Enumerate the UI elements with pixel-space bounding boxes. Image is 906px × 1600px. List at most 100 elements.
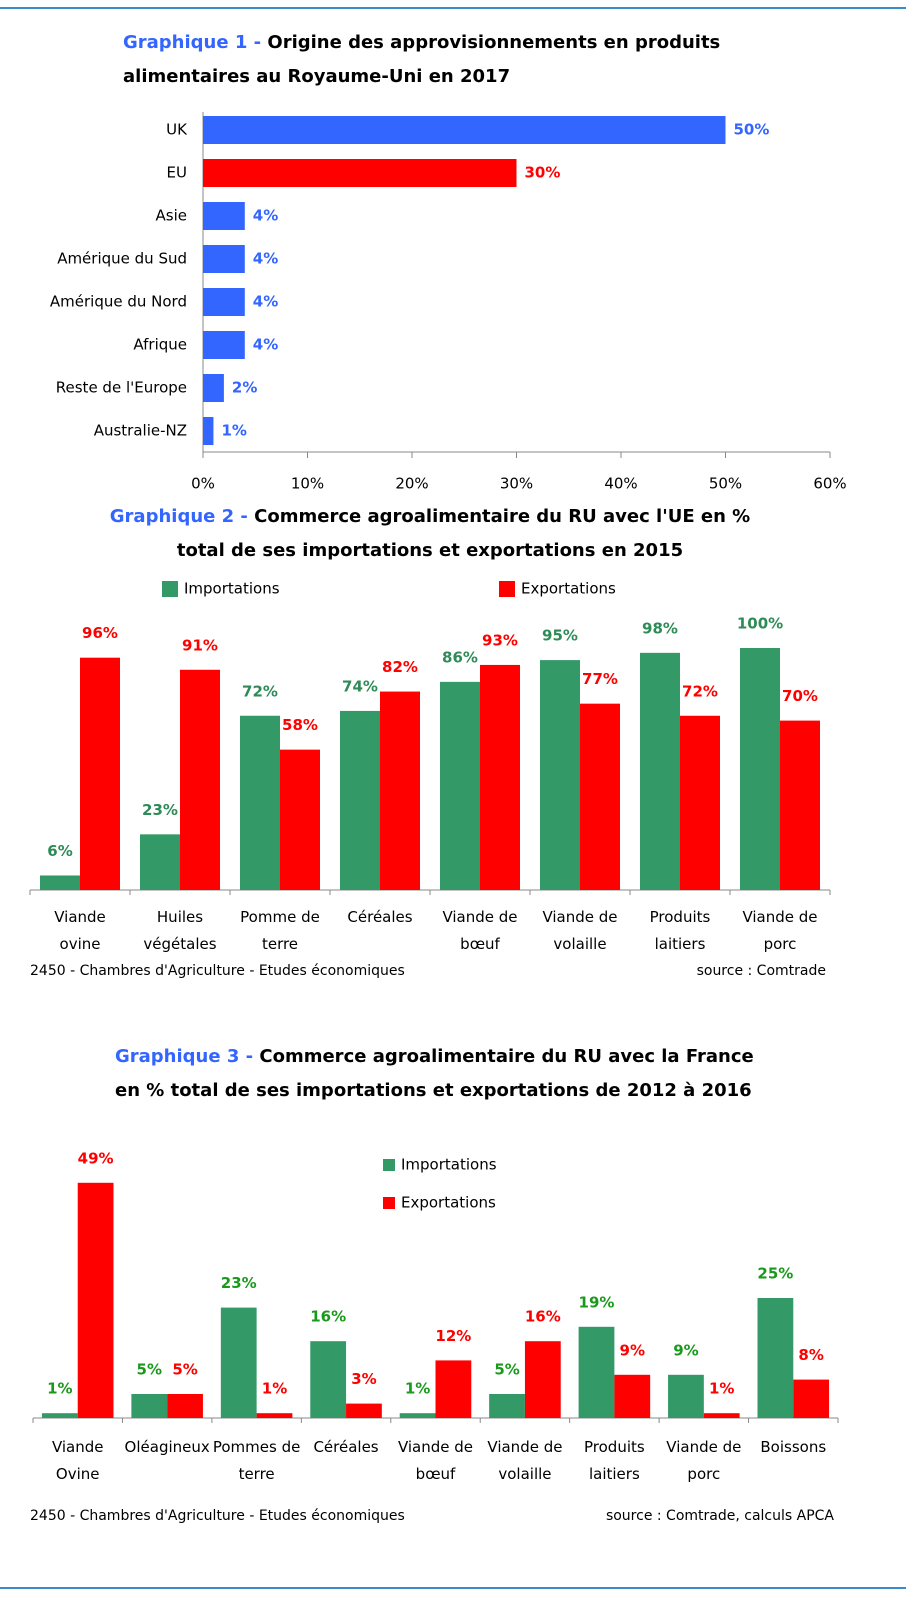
chart-label: Graphique 2 - — [109, 506, 248, 527]
value-label: 1% — [405, 1380, 430, 1398]
y-tick-label: Amérique du Nord — [50, 293, 187, 311]
value-label: 1% — [709, 1380, 734, 1398]
value-label: 91% — [182, 636, 218, 654]
bar — [703, 1413, 740, 1418]
y-tick-label: Reste de l'Europe — [56, 379, 187, 397]
bar — [77, 1182, 114, 1418]
x-tick-label: Produits laitiers — [584, 1438, 645, 1483]
value-label: 1% — [47, 1380, 72, 1398]
value-label: 16% — [525, 1308, 561, 1326]
legend-swatch — [499, 581, 515, 597]
x-tick-label: 0% — [191, 475, 215, 493]
footer: 2450 - Chambres d'Agriculture - Etudes é… — [30, 1508, 405, 1524]
chart-title-block: Graphique 1 - Origine des approvisionnem… — [123, 26, 788, 94]
legend-swatch — [383, 1159, 395, 1171]
value-label: 74% — [342, 677, 378, 695]
x-tick-label: Viande de bœuf — [397, 1438, 474, 1483]
bar — [580, 703, 620, 890]
value-label: 95% — [542, 627, 578, 645]
y-tick-label: Asie — [156, 207, 187, 225]
bar — [440, 681, 480, 890]
x-tick-label: Viande de porc — [666, 1438, 742, 1483]
value-label: 19% — [579, 1293, 615, 1311]
legend-label: Importations — [184, 580, 280, 598]
value-label: 23% — [221, 1274, 257, 1292]
value-label: 86% — [442, 648, 478, 666]
value-label: 70% — [782, 687, 818, 705]
bar — [203, 417, 214, 445]
bar — [256, 1413, 293, 1418]
value-label: 30% — [525, 164, 561, 182]
value-label: 49% — [78, 1149, 114, 1167]
x-tick-label: 60% — [813, 475, 846, 493]
y-tick-label: EU — [167, 164, 187, 182]
chart-title-block: Graphique 3 - Commerce agroalimentaire d… — [115, 1040, 780, 1108]
value-label: 4% — [253, 293, 278, 311]
legend-label: Exportations — [401, 1194, 496, 1212]
chart-label: Graphique 3 - — [115, 1046, 254, 1067]
value-label: 8% — [798, 1346, 823, 1364]
bar — [340, 710, 380, 890]
bar — [668, 1374, 704, 1418]
value-label: 12% — [435, 1327, 471, 1345]
bar — [220, 1307, 257, 1418]
value-label: 25% — [757, 1265, 793, 1283]
x-tick-label: Pomme de terre — [240, 908, 320, 953]
footer: 2450 - Chambres d'Agriculture - Etudes é… — [30, 963, 405, 979]
y-tick-label: UK — [166, 121, 188, 139]
bar — [346, 1403, 382, 1418]
bar — [640, 652, 680, 890]
value-label: 1% — [262, 1380, 287, 1398]
bar — [757, 1298, 794, 1418]
bar — [203, 159, 517, 187]
value-label: 77% — [582, 670, 618, 688]
x-tick-label: Viande Ovine — [51, 1438, 104, 1483]
value-label: 5% — [137, 1361, 162, 1379]
y-tick-label: Afrique — [133, 336, 187, 354]
value-label: 82% — [382, 658, 418, 676]
x-tick-label: Produits laitiers — [649, 908, 711, 953]
bar — [40, 875, 80, 890]
bar — [180, 669, 220, 890]
value-label: 9% — [673, 1341, 698, 1359]
bar — [480, 664, 520, 890]
value-label: 5% — [494, 1361, 519, 1379]
value-label: 72% — [242, 682, 278, 700]
value-label: 4% — [253, 207, 278, 225]
bar — [167, 1394, 203, 1418]
value-label: 98% — [642, 619, 678, 637]
value-label: 3% — [351, 1370, 376, 1388]
value-label: 5% — [172, 1361, 197, 1379]
bar — [131, 1394, 168, 1418]
value-label: 96% — [82, 624, 118, 642]
x-tick-label: 20% — [395, 475, 428, 493]
bar — [614, 1374, 651, 1418]
x-tick-label: Boissons — [760, 1438, 827, 1456]
value-label: 93% — [482, 631, 518, 649]
value-label: 6% — [47, 842, 72, 860]
chart-title: Commerce agroalimentaire du RU avec l'UE… — [176, 506, 751, 561]
bar — [203, 202, 245, 230]
bar — [780, 720, 820, 890]
x-tick-label: Oléagineux — [124, 1438, 210, 1456]
x-tick-label: Viande de bœuf — [442, 908, 518, 953]
chart-title-block: Graphique 2 - Commerce agroalimentaire d… — [105, 500, 755, 568]
bar — [524, 1341, 561, 1418]
value-label: 23% — [142, 801, 178, 819]
bar — [540, 660, 580, 890]
source: source : Comtrade — [696, 963, 826, 979]
x-tick-label: Viande ovine — [54, 908, 106, 953]
bar — [280, 749, 320, 890]
bar — [41, 1413, 78, 1418]
y-tick-label: Amérique du Sud — [57, 250, 187, 268]
x-tick-label: Céréales — [313, 1438, 379, 1456]
value-label: 50% — [734, 121, 770, 139]
x-tick-label: Viande de volaille — [542, 908, 618, 953]
value-label: 9% — [620, 1341, 645, 1359]
bar — [203, 288, 245, 316]
value-label: 1% — [221, 422, 246, 440]
x-tick-label: 10% — [291, 475, 324, 493]
bar — [578, 1326, 615, 1418]
